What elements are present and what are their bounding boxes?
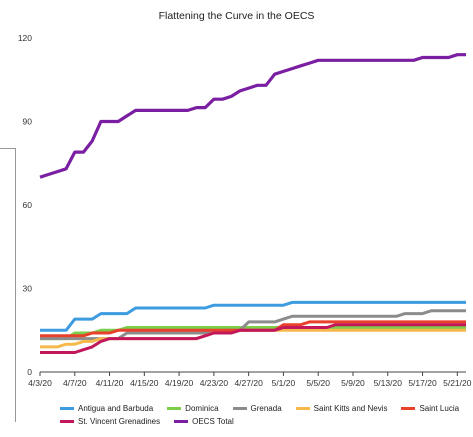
y-tick-label: 120 — [18, 33, 32, 43]
series-line — [40, 300, 466, 332]
chart-title: Flattening the Curve in the OECS — [158, 10, 315, 22]
legend-swatch — [401, 407, 416, 410]
x-tick-label: 5/21/20 — [443, 378, 472, 388]
x-tick-label: 4/19/20 — [165, 378, 194, 388]
legend-item: St. Vincent Grenadines — [60, 417, 160, 426]
series-line — [40, 326, 466, 341]
legend-swatch — [232, 407, 247, 410]
legend-item: Dominica — [167, 404, 219, 413]
y-tick-label: 90 — [23, 117, 33, 127]
y-tick-label: 0 — [27, 367, 32, 377]
y-tick-label: 30 — [23, 284, 33, 294]
legend-label: Saint Lucia — [419, 404, 460, 413]
legend-row: St. Vincent Grenadines OECS Total — [60, 417, 460, 426]
legend-item: Saint Lucia — [401, 404, 459, 413]
series-line — [40, 323, 466, 354]
x-tick-label: 5/9/20 — [341, 378, 365, 388]
legend-label: Antigua and Barbuda — [78, 404, 154, 413]
legend-item: Saint Kitts and Nevis — [295, 404, 388, 413]
x-tick-label: 4/7/20 — [63, 378, 87, 388]
x-tick-label: 5/13/20 — [374, 378, 403, 388]
legend-label: Saint Kitts and Nevis — [313, 404, 388, 413]
legend-row: Antigua and Barbuda Dominica Grenada Saint … — [60, 404, 460, 413]
x-tick-label: 5/5/20 — [306, 378, 330, 388]
legend-swatch — [60, 407, 74, 410]
legend-swatch — [60, 420, 74, 423]
legend-swatch — [295, 407, 310, 410]
y-tick-label: 60 — [23, 200, 33, 210]
x-tick-label: 4/3/20 — [28, 378, 52, 388]
x-tick-label: 5/17/20 — [408, 378, 437, 388]
frame-border — [0, 148, 16, 422]
x-tick-label: 4/27/20 — [234, 378, 263, 388]
series-line — [39, 53, 466, 179]
x-tick-label: 4/23/20 — [200, 378, 229, 388]
legend-item: Antigua and Barbuda — [60, 404, 153, 413]
legend-label: Grenada — [250, 404, 282, 413]
legend-label: Dominica — [185, 404, 219, 413]
legend-label: OECS Total — [192, 417, 234, 426]
legend-item: OECS Total — [174, 417, 234, 426]
chart-legend: Antigua and Barbuda Dominica Grenada Saint … — [60, 404, 460, 430]
x-tick-label: 4/15/20 — [130, 378, 159, 388]
x-tick-label: 5/1/20 — [272, 378, 296, 388]
legend-item: Grenada — [232, 404, 282, 413]
x-tick-label: 4/11/20 — [96, 378, 124, 388]
legend-swatch — [167, 407, 182, 410]
legend-label: St. Vincent Grenadines — [78, 417, 161, 426]
legend-swatch — [174, 420, 189, 423]
